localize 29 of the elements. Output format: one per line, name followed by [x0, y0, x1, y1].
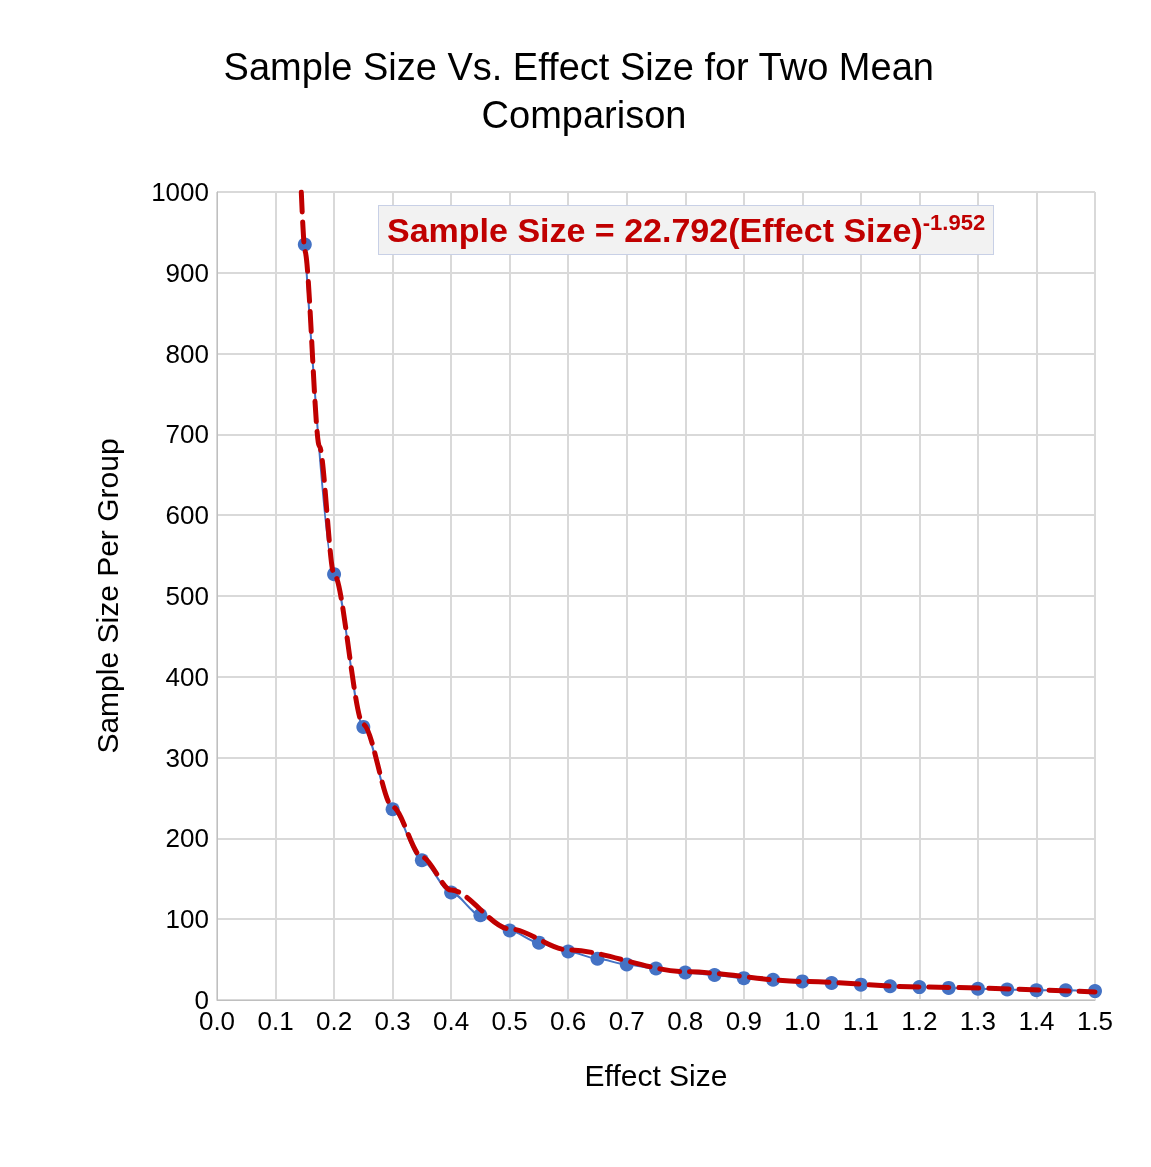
x-axis-title: Effect Size — [584, 1058, 728, 1092]
x-tick-label: 1.4 — [1018, 1006, 1055, 1036]
x-tick-label: 1.0 — [784, 1006, 821, 1036]
annotation: Sample Size = 22.792(Effect Size)$^{-1.952}$ — [378, 205, 995, 256]
chart-title: Sample Size Vs. Effect Size for Two Mean Comparison — [223, 46, 945, 136]
y-tick-label: 300 — [165, 742, 209, 773]
y-tick-label: 100 — [165, 904, 209, 935]
y-tick-label: 700 — [165, 419, 209, 450]
x-tick-label: 0.9 — [725, 1006, 762, 1036]
x-tick-label: 0.5 — [491, 1006, 528, 1036]
y-axis-title: Sample Size Per Group — [90, 438, 124, 754]
y-tick-label: 800 — [165, 338, 209, 369]
x-tick-label: 1.2 — [901, 1006, 938, 1036]
y-tick-label: 1000 — [151, 177, 209, 207]
x-tick-label: 1.3 — [959, 1006, 997, 1036]
y-tick-label: 200 — [165, 823, 209, 854]
y-tick-label: 900 — [165, 257, 209, 288]
x-tick-label: 0.2 — [315, 1006, 353, 1036]
x-tick-label: 0.4 — [433, 1006, 470, 1036]
x-tick-label: 0.1 — [257, 1006, 294, 1036]
x-tick-label: 0.8 — [667, 1006, 704, 1036]
y-tick-label: 600 — [165, 500, 209, 531]
x-tick-label: 0.6 — [550, 1006, 587, 1036]
x-tick-label: 1.5 — [1076, 1006, 1114, 1036]
x-tick-label: 0.3 — [374, 1006, 411, 1036]
y-tick-label: 400 — [165, 661, 209, 692]
y-tick-label: 500 — [165, 581, 209, 611]
x-tick-label: 1.1 — [842, 1006, 879, 1036]
x-tick-label: 0.7 — [608, 1006, 645, 1036]
